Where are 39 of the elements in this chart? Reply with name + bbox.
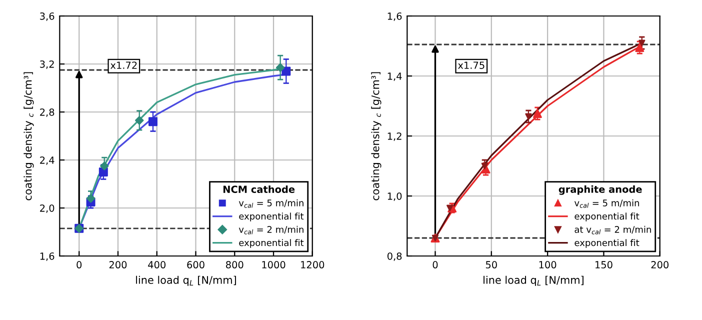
- legend-label: exponential fit: [239, 212, 304, 222]
- legend-label: exponential fit: [574, 239, 640, 248]
- y-tick-label: 3,6: [40, 12, 54, 21]
- legend-label: exponential fit: [574, 212, 640, 222]
- y-tick-label: 2,0: [40, 204, 54, 213]
- legend-label: v$_{cal}$ = 5 m/min: [574, 199, 639, 208]
- x-tick-label: 0: [432, 261, 438, 268]
- x-tick-label: 0: [76, 261, 82, 268]
- legend-label: v$_{cal}$ = 2 m/min: [238, 226, 304, 234]
- legend-label: v$_{cal}$ = 5 m/min: [238, 199, 304, 208]
- y-tick-label: 1,6: [40, 252, 54, 261]
- y-tick-label: 1,0: [388, 192, 402, 201]
- y-tick-label: 3,2: [40, 60, 54, 69]
- x-axis-title: line load q$_{L}$ [N/mm]: [136, 276, 236, 286]
- x-tick-label: 50: [486, 261, 497, 268]
- x-tick-label: 200: [651, 261, 669, 268]
- y-axis-title: coating density $_{c}$ [g/cm³]: [24, 72, 34, 200]
- x-tick-label: 400: [148, 261, 166, 268]
- x-tick-label: 150: [596, 261, 612, 268]
- annotation: x1.72: [110, 62, 137, 69]
- y-tick-label: 2,8: [40, 108, 54, 117]
- legend-label: exponential fit: [239, 239, 304, 248]
- x-tick-label: 200: [109, 261, 127, 268]
- legend-label: at v$_{cal}$ = 2 m/min: [574, 226, 651, 234]
- y-tick-label: 2,4: [40, 156, 54, 165]
- legend-title: graphite anode: [558, 185, 642, 195]
- x-axis-title: line load q$_{L}$ [N/mm]: [484, 276, 584, 286]
- y-axis-title: coating density $_{c}$ [g/cm³]: [371, 72, 382, 200]
- annotation: x1.75: [458, 62, 484, 69]
- y-tick-label: 1,4: [388, 72, 402, 81]
- x-tick-label: 800: [226, 261, 244, 268]
- legend-title: NCM cathode: [223, 185, 295, 193]
- x-tick-label: 100: [539, 261, 556, 268]
- x-tick-label: 1000: [262, 261, 286, 268]
- x-tick-label: 1200: [301, 261, 324, 268]
- x-tick-label: 600: [187, 261, 204, 268]
- y-tick-label: 1,6: [388, 12, 402, 21]
- y-tick-label: 1,2: [388, 132, 402, 141]
- y-tick-label: 0,8: [387, 252, 402, 261]
